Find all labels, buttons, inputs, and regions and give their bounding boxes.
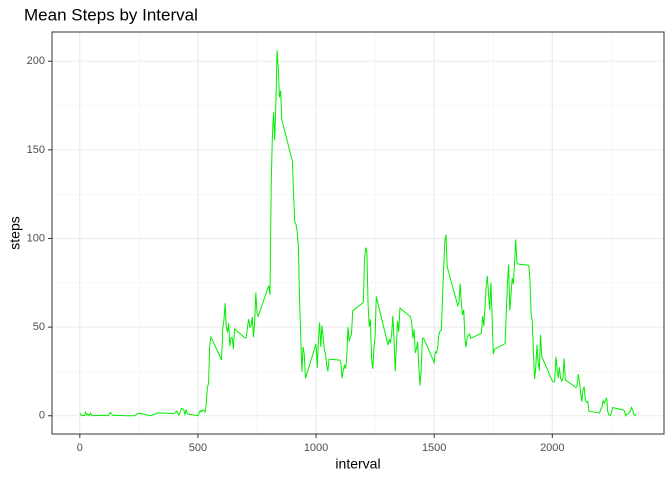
y-tick-label: 100 [27,232,45,244]
x-tick-label: 1500 [422,442,446,454]
x-axis-label: interval [335,456,380,472]
y-tick-label: 200 [27,55,45,67]
x-tick-label: 2000 [540,442,564,454]
x-tick-label: 0 [77,442,83,454]
x-tick-label: 1000 [304,442,328,454]
x-tick-label: 500 [189,442,207,454]
y-tick-label: 0 [39,410,45,422]
y-tick-label: 50 [33,321,45,333]
y-tick-label: 150 [27,144,45,156]
plot-border [51,31,665,435]
chart-title: Mean Steps by Interval [24,5,198,24]
y-axis-label: steps [7,216,23,249]
data-line [79,50,637,417]
